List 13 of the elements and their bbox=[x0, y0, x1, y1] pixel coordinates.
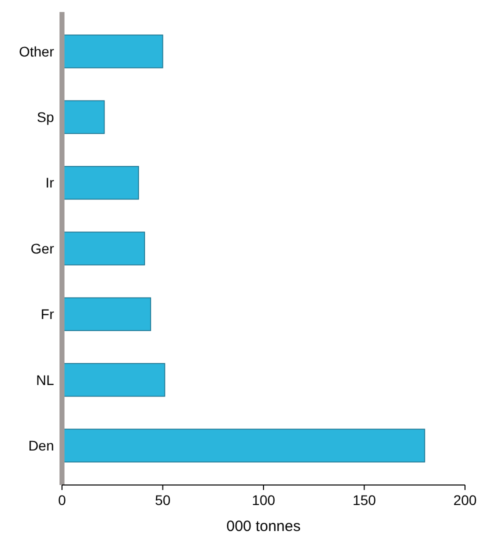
y-tick-label: Ir bbox=[45, 174, 54, 191]
x-tick-label: 0 bbox=[58, 492, 66, 508]
y-tick-label: Den bbox=[28, 437, 54, 454]
x-tick-label: 200 bbox=[453, 492, 477, 508]
x-tick-label: 50 bbox=[154, 492, 171, 508]
x-axis-title: 000 tonnes bbox=[226, 518, 301, 535]
y-tick-label: Ger bbox=[30, 240, 54, 256]
x-tick-label: 100 bbox=[252, 492, 276, 508]
y-tick-label: Fr bbox=[40, 306, 54, 322]
x-tick-label: 150 bbox=[352, 492, 376, 508]
y-tick-label: Other bbox=[18, 43, 54, 60]
y-tick-label: Sp bbox=[36, 109, 54, 126]
y-tick-label: NL bbox=[36, 372, 54, 388]
